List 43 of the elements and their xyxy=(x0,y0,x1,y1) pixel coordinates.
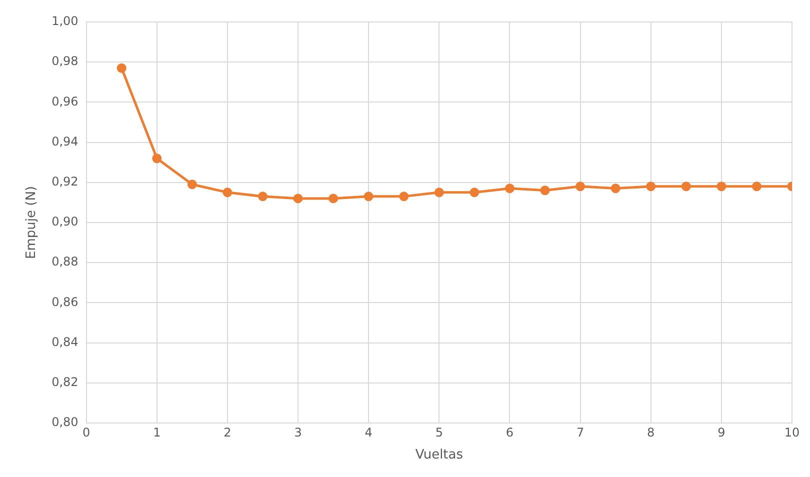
y-tick-label: 0,86 xyxy=(52,294,78,309)
x-tick-label: 5 xyxy=(435,425,443,440)
point xyxy=(116,63,126,73)
y-tick-label: 0,96 xyxy=(52,94,78,108)
y-tick-label: 0,84 xyxy=(52,334,78,349)
point xyxy=(576,182,586,192)
x-axis-title: Vueltas xyxy=(415,448,464,463)
point xyxy=(222,188,232,198)
point xyxy=(434,188,444,198)
y-tick-label: 0,98 xyxy=(52,54,78,68)
point xyxy=(504,184,514,194)
y-tick-label: 0,94 xyxy=(52,134,78,148)
point xyxy=(752,182,762,192)
y-tick-label: 0,82 xyxy=(52,375,78,390)
x-tick-label: 7 xyxy=(576,425,584,440)
point xyxy=(328,194,338,204)
point xyxy=(610,184,620,194)
x-tick-label: 6 xyxy=(506,425,514,440)
point xyxy=(681,182,691,192)
y-tick-label: 1,00 xyxy=(52,14,78,28)
x-tick-label: 9 xyxy=(718,425,726,440)
point xyxy=(716,182,726,192)
x-tick-label: 3 xyxy=(294,425,302,440)
point xyxy=(258,192,268,202)
x-tick-label: 10 xyxy=(784,425,800,440)
point xyxy=(646,182,656,192)
point xyxy=(293,194,303,204)
point xyxy=(152,154,162,164)
point xyxy=(470,188,480,198)
x-tick-label: 2 xyxy=(224,425,232,440)
point xyxy=(540,186,550,196)
x-tick-label: 0 xyxy=(82,425,90,440)
x-tick-label: 4 xyxy=(364,425,372,440)
point xyxy=(187,180,197,190)
x-tick-label: 8 xyxy=(647,425,655,440)
y-tick-label: 0,90 xyxy=(52,214,78,229)
y-tick-label: 0,80 xyxy=(52,415,78,430)
point xyxy=(364,192,374,202)
x-tick-label: 1 xyxy=(153,425,161,440)
y-tick-label: 0,92 xyxy=(52,174,78,189)
y-axis-title: Empuje (N) xyxy=(24,186,40,259)
point xyxy=(399,192,409,202)
y-tick-label: 0,88 xyxy=(52,254,78,269)
